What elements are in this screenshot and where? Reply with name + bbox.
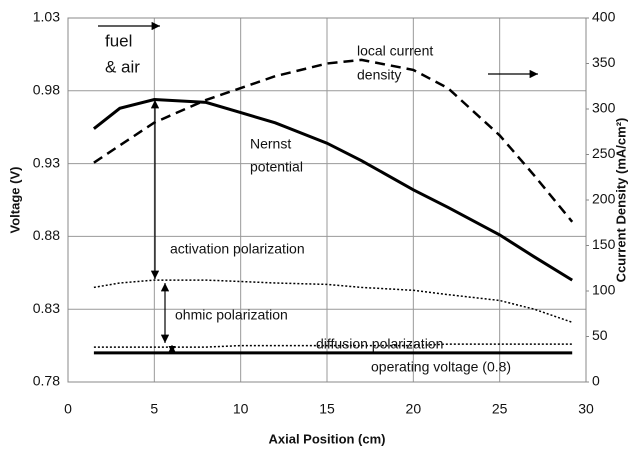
y2-tick-label: 300 [592, 100, 616, 116]
y-tick-label: 0.88 [33, 227, 60, 243]
series-line [93, 279, 573, 324]
x-tick-label: 0 [64, 401, 72, 417]
annotation: potential [250, 159, 303, 175]
x-axis-label: Axial Position (cm) [268, 431, 385, 446]
y-tick-label: 0.78 [33, 373, 60, 389]
annotation: Nernst [250, 136, 291, 152]
grid [67, 17, 587, 383]
y2-axis-label: Ccurrent Density (mA/cm²) [613, 118, 628, 283]
y-axis-label: Voltage (V) [7, 167, 22, 234]
x-tick-label: 15 [319, 401, 335, 417]
y2-tick-label: 350 [592, 54, 616, 70]
x-tick-label: 5 [150, 401, 158, 417]
y-tick-label: 0.93 [33, 154, 60, 170]
series-line [92, 97, 573, 282]
y2-tick-label: 0 [592, 373, 600, 389]
annotation: diffusion polarization [316, 336, 443, 352]
y-tick-label: 0.98 [33, 82, 60, 98]
x-tick-label: 30 [578, 401, 594, 417]
annotation: fuel [105, 31, 132, 50]
y2-tick-label: 250 [592, 145, 616, 161]
x-tick-label: 20 [406, 401, 422, 417]
x-tick-label: 25 [492, 401, 508, 417]
y2-tick-label: 400 [592, 9, 616, 25]
annotation: activation polarization [170, 241, 305, 257]
y-tick-label: 1.03 [33, 9, 60, 25]
y2-tick-label: 100 [592, 282, 616, 298]
series-line [93, 343, 573, 348]
y-tick-label: 0.83 [33, 300, 60, 316]
annotation: operating voltage (0.8) [371, 359, 511, 375]
annotation: density [357, 67, 401, 83]
annotation: & air [105, 57, 140, 76]
annotation: local current [357, 43, 433, 59]
y2-tick-label: 200 [592, 191, 616, 207]
y2-tick-label: 150 [592, 236, 616, 252]
annotation: ohmic polarization [175, 307, 288, 323]
x-tick-label: 10 [233, 401, 249, 417]
series-line [93, 58, 574, 223]
y2-tick-label: 50 [592, 327, 608, 343]
